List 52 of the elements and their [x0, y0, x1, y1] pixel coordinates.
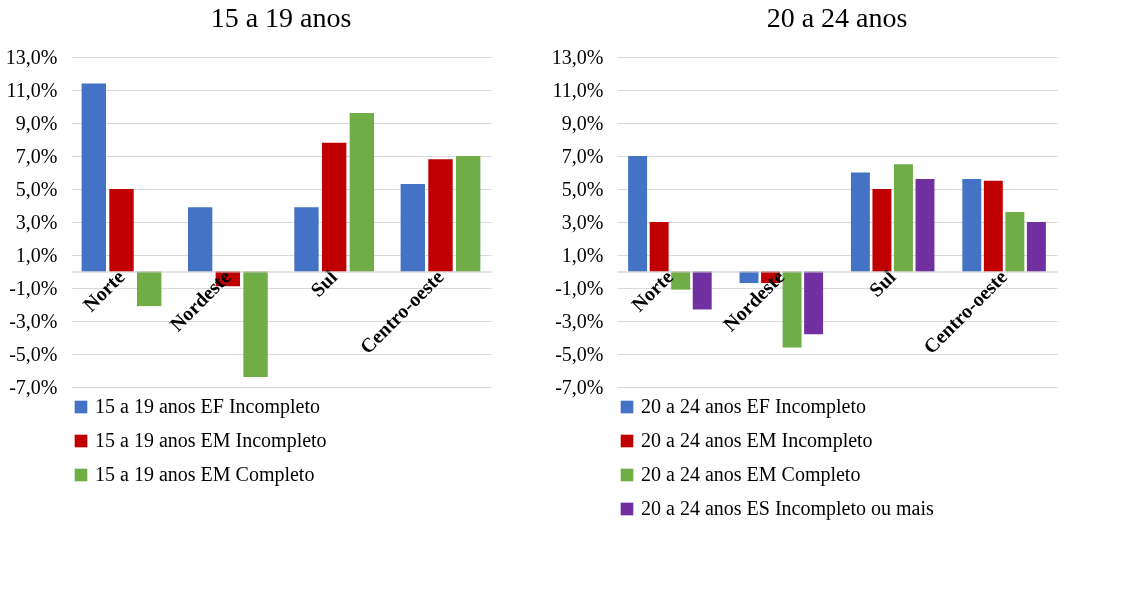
y-tick-label: -5,0% [555, 342, 604, 365]
legend-label: 15 a 19 anos EM Incompleto [95, 429, 327, 452]
legend-label: 15 a 19 anos EF Incompleto [95, 395, 320, 418]
y-tick-label: 13,0% [551, 45, 604, 68]
legend-label: 15 a 19 anos EM Completo [95, 463, 315, 486]
bar [81, 83, 106, 272]
y-tick-label: 5,0% [15, 177, 58, 200]
y-tick-label: 9,0% [15, 111, 58, 134]
legend-label: 20 a 24 anos EM Incompleto [641, 429, 873, 452]
bar [649, 222, 669, 272]
y-tick-label: -1,0% [555, 276, 604, 299]
y-tick-label: 11,0% [6, 78, 58, 101]
legend-label: 20 a 24 anos EM Completo [641, 463, 861, 486]
y-tick-label: 3,0% [15, 210, 58, 233]
bar [915, 179, 935, 272]
bar [428, 159, 453, 272]
x-tick-label: Sul [864, 265, 901, 301]
bar [1026, 222, 1046, 272]
y-tick-label: 3,0% [561, 210, 604, 233]
bar [962, 179, 982, 272]
y-tick-label: -1,0% [9, 276, 58, 299]
y-tick-label: -5,0% [9, 342, 58, 365]
bar [1005, 212, 1025, 272]
x-tick-label: Sul [306, 265, 342, 301]
y-tick-label: 7,0% [15, 144, 58, 167]
bar [187, 207, 213, 272]
bar [349, 113, 375, 272]
y-tick-label: 13,0% [5, 45, 58, 68]
bar [692, 271, 712, 310]
bar [109, 189, 134, 272]
y-tick-label: 1,0% [561, 243, 604, 266]
y-tick-label: -7,0% [555, 375, 604, 398]
y-tick-label: -3,0% [9, 309, 58, 332]
bar [400, 184, 425, 272]
bar [628, 156, 648, 272]
bar [983, 180, 1003, 272]
legend-label: 20 a 24 anos ES Incompleto ou mais [641, 497, 934, 520]
bar [243, 271, 268, 378]
y-tick-label: -3,0% [555, 309, 604, 332]
y-tick-label: 11,0% [552, 78, 604, 101]
bar [804, 271, 824, 335]
y-tick-label: -7,0% [9, 375, 58, 398]
bar [137, 271, 162, 307]
bar [456, 156, 481, 272]
y-tick-label: 5,0% [561, 177, 604, 200]
y-tick-label: 1,0% [15, 243, 58, 266]
chart-title: 20 a 24 anos [766, 2, 908, 33]
chart-title: 15 a 19 anos [210, 2, 352, 33]
y-tick-label: 7,0% [561, 144, 604, 167]
y-tick-label: 9,0% [561, 111, 604, 134]
bar [850, 172, 870, 272]
legend-label: 20 a 24 anos EF Incompleto [641, 395, 866, 418]
